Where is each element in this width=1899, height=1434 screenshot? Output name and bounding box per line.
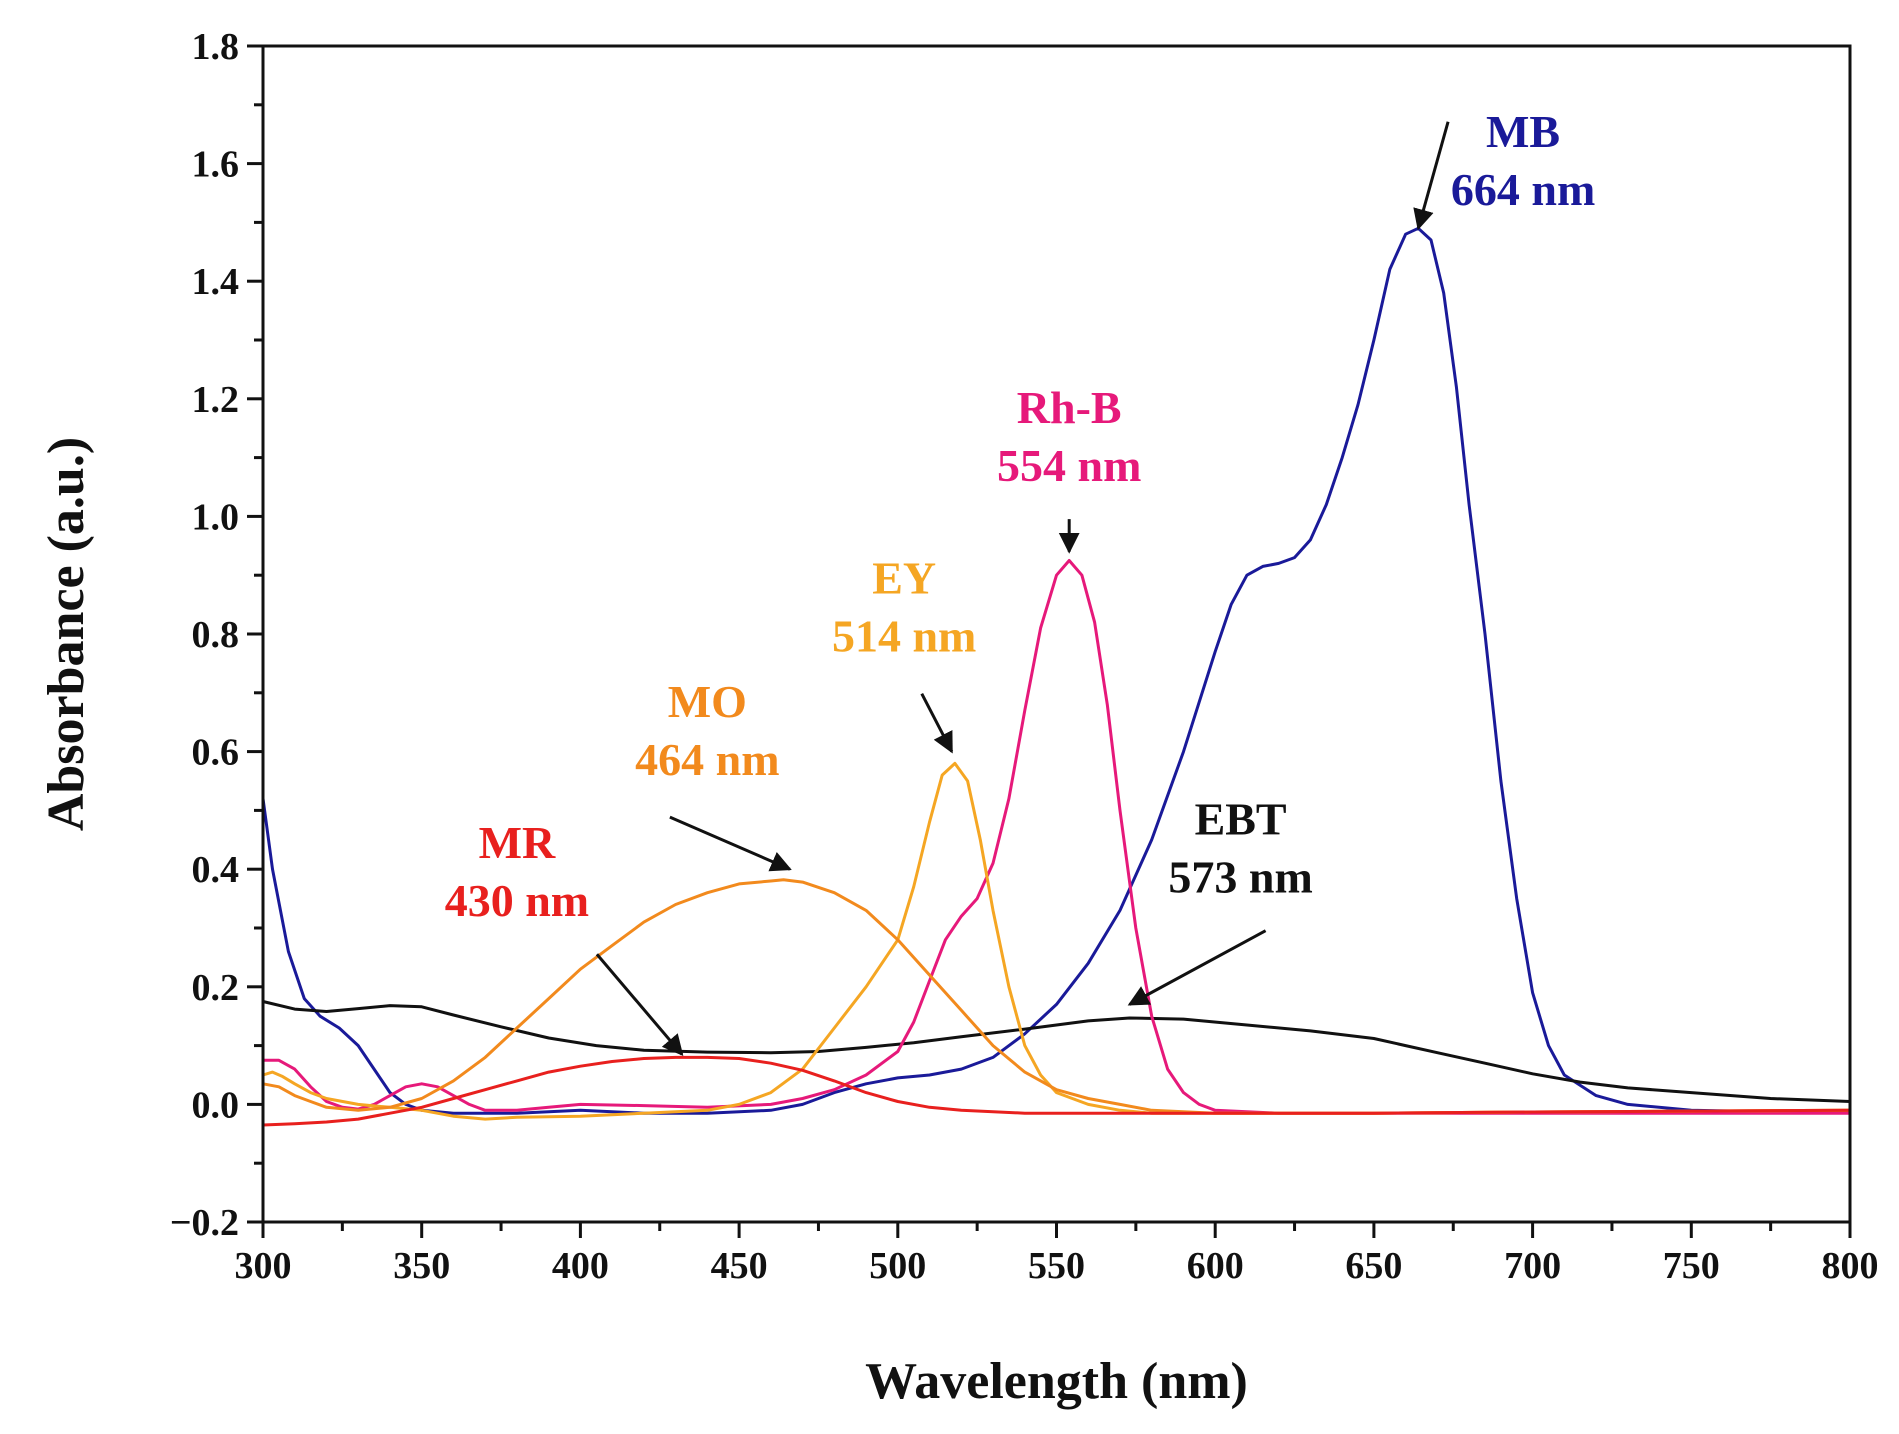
annotation-peak-wavelength: 573 nm (1168, 852, 1312, 903)
annotation-ey: EY 514 nm (832, 553, 976, 754)
x-tick-label: 500 (869, 1245, 926, 1287)
y-tick-label: 1.4 (192, 261, 240, 303)
y-tick-label: 0.2 (192, 967, 240, 1009)
x-tick-label: 650 (1345, 1245, 1402, 1287)
annotation-arrow (1413, 121, 1450, 231)
y-tick-label: 0.4 (192, 849, 240, 891)
series-mr-line (261, 1055, 1852, 1127)
y-axis-ticks: −0.2 0.0 0.2 0.4 0.6 0.8 1.0 1.2 1.4 1.6 1.8 (170, 26, 263, 1244)
annotation-rh-b: Rh-B 554 nm (997, 382, 1141, 554)
x-tick-label: 450 (711, 1245, 768, 1287)
annotation-dye-name: MO (668, 676, 747, 727)
annotation-arrow (920, 692, 954, 754)
series-ebt-line (261, 1000, 1852, 1103)
annotation-dye-name: EY (872, 553, 936, 604)
x-tick-label: 550 (1028, 1245, 1085, 1287)
x-tick-label: 300 (235, 1245, 292, 1287)
y-tick-label: 0.0 (192, 1084, 240, 1126)
y-tick-label: 1.8 (192, 26, 240, 68)
x-tick-label: 350 (393, 1245, 450, 1287)
y-tick-label: 1.2 (192, 379, 240, 421)
annotation-peak-wavelength: 664 nm (1451, 164, 1595, 215)
x-axis-title: Wavelength (nm) (865, 1353, 1248, 1410)
annotation-peak-wavelength: 430 nm (445, 875, 589, 926)
y-tick-label: 0.8 (192, 614, 240, 656)
annotation-peak-wavelength: 464 nm (635, 734, 779, 785)
series-mb-line (261, 226, 1852, 1115)
annotation-dye-name: Rh-B (1017, 382, 1122, 433)
annotation-arrow (595, 953, 684, 1057)
annotation-mr: MR 430 nm (445, 817, 684, 1057)
x-tick-label: 800 (1822, 1245, 1879, 1287)
annotation-arrow (669, 815, 792, 872)
annotation-peak-wavelength: 554 nm (997, 440, 1141, 491)
annotation-dye-name: EBT (1195, 794, 1287, 845)
x-tick-label: 400 (552, 1245, 609, 1287)
y-tick-label: 1.0 (192, 496, 240, 538)
series-layer (261, 226, 1852, 1127)
y-axis-title: Absorbance (a.u.) (38, 437, 95, 831)
x-tick-label: 750 (1663, 1245, 1720, 1287)
annotation-peak-wavelength: 514 nm (832, 611, 976, 662)
annotation-mb: MB 664 nm (1413, 106, 1595, 231)
annotation-arrow (1127, 929, 1267, 1006)
annotation-dye-name: MB (1486, 106, 1560, 157)
y-tick-label: −0.2 (170, 1202, 239, 1244)
y-tick-label: 0.6 (192, 732, 240, 774)
x-tick-label: 600 (1187, 1245, 1244, 1287)
peak-annotations: MB 664 nm Rh-B 554 nm EY 514 nm MO 464 nm MR 430 … (445, 106, 1595, 1057)
series-ey-line (261, 761, 1852, 1121)
annotation-mo: MO 464 nm (635, 676, 792, 872)
annotation-dye-name: MR (479, 817, 556, 868)
plot-frame (261, 44, 1852, 1224)
y-tick-label: 1.6 (192, 144, 240, 186)
series-mo-line (261, 878, 1852, 1115)
annotation-ebt: EBT 573 nm (1127, 794, 1313, 1006)
x-tick-label: 700 (1504, 1245, 1561, 1287)
x-axis-ticks: 300 350 400 450 500 550 600 650 700 750 800 (235, 1222, 1879, 1287)
